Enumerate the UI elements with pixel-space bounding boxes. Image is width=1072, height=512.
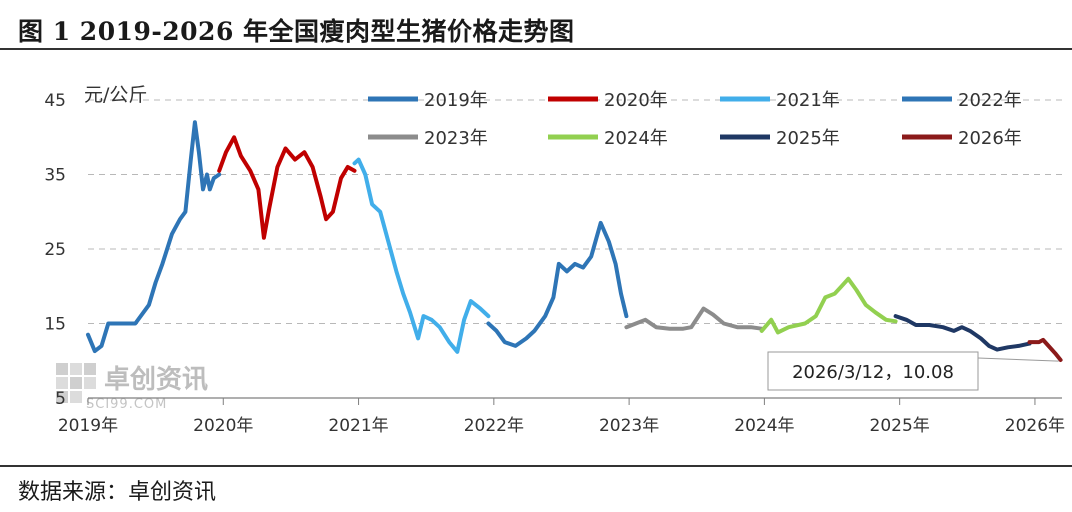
legend-label: 2023年: [424, 128, 488, 149]
x-axis: 2019年 2020年 2021年 2022年 2023年 2024年 2025年 2026年: [58, 397, 1065, 436]
y-tick-label: 5: [55, 389, 66, 409]
watermark-text: 卓创资讯: [104, 365, 208, 395]
y-tick-label: 15: [44, 315, 66, 335]
watermark-subtext: SCI99.COM: [86, 397, 167, 412]
legend-label: 2020年: [604, 90, 668, 111]
series-line: [624, 306, 764, 331]
y-tick-label: 35: [44, 166, 66, 186]
series-line: [1027, 337, 1063, 362]
x-tick-label: 2023年: [599, 416, 659, 436]
legend-label: 2019年: [424, 90, 488, 111]
annotation-box: [767, 351, 979, 391]
x-tick-label: 2022年: [464, 416, 524, 436]
series-line: [352, 157, 491, 354]
series-lines: [86, 120, 1063, 362]
annotation-text: 2026/3/12，10.08: [792, 362, 954, 383]
footer-divider: [0, 465, 1072, 467]
x-tick-label: 2019年: [58, 416, 118, 436]
annotation: 2026/3/12，10.08: [767, 351, 1059, 391]
x-tick-label: 2026年: [1005, 416, 1065, 436]
x-tick-label: 2020年: [193, 416, 253, 436]
grid: [88, 99, 1062, 324]
y-tick-label: 45: [44, 91, 66, 111]
legend-label: 2025年: [776, 128, 840, 149]
y-tick-label: 25: [44, 240, 66, 260]
data-source: 数据来源：卓创资讯: [18, 480, 217, 505]
series-line: [759, 276, 898, 335]
annotation-leader: [977, 357, 1059, 362]
x-tick-label: 2021年: [328, 416, 388, 436]
series-line: [486, 220, 629, 348]
price-trend-chart: 卓创资讯 SCI99.COM 2019年 2020年 2021年 2022年 2023年…: [44, 84, 1065, 436]
legend-label: 2022年: [958, 90, 1022, 111]
y-axis-unit-label: 元/公斤: [84, 84, 147, 106]
series-line: [86, 120, 222, 354]
watermark: 卓创资讯 SCI99.COM: [56, 363, 208, 412]
watermark-logo-icon: [56, 363, 96, 403]
title-divider: [0, 48, 1072, 50]
x-tick-label: 2025年: [870, 416, 930, 436]
legend-label: 2026年: [958, 128, 1022, 149]
chart-title: 图 1 2019-2026 年全国瘦肉型生猪价格走势图: [18, 17, 575, 46]
series-line: [893, 314, 1032, 352]
legend-label: 2024年: [604, 128, 668, 149]
y-axis: 5 15 25 35 45: [44, 91, 66, 409]
series-line: [217, 135, 357, 240]
legend-label: 2021年: [776, 90, 840, 111]
title-bar: 图 1 2019-2026 年全国瘦肉型生猪价格走势图: [0, 0, 1072, 48]
legend: 2019年 2020年 2021年 2022年 2023年 2024年 2025年 2026年: [368, 90, 1022, 149]
x-tick-label: 2024年: [734, 416, 794, 436]
